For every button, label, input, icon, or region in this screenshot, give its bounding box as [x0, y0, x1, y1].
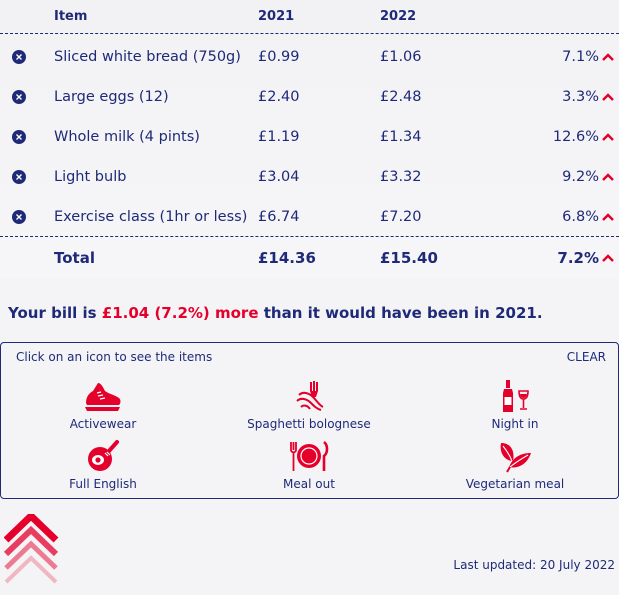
- plate-cutlery-icon: [290, 440, 329, 471]
- price-2022: £7.20: [380, 208, 422, 225]
- remove-item-icon[interactable]: [12, 130, 26, 144]
- price-2021: £0.99: [258, 49, 300, 65]
- bill-summary: Your bill is £1.04 (7.2%) more than it w…: [8, 304, 543, 322]
- option-activewear[interactable]: Activewear: [23, 379, 183, 431]
- header-2021: 2021: [258, 9, 295, 24]
- item-name: Exercise class (1hr or less): [54, 208, 248, 225]
- remove-item-icon[interactable]: [12, 90, 26, 104]
- increase-arrow-icon: [602, 254, 614, 262]
- table-row: Whole milk (4 pints) £1.19 £1.34 12.6%: [0, 117, 619, 157]
- price-2021: £2.40: [258, 89, 300, 105]
- item-name: Whole milk (4 pints): [54, 129, 200, 145]
- total-row: Total £14.36 £15.40 7.2%: [0, 237, 619, 279]
- spaghetti-fork-icon: [296, 381, 324, 411]
- basket-picker-panel: Click on an icon to see the items CLEAR …: [0, 342, 619, 499]
- total-label: Total: [54, 249, 95, 267]
- option-label: Spaghetti bolognese: [247, 417, 371, 431]
- table-header: Item 2021 2022: [0, 0, 619, 34]
- increase-arrow-icon: [602, 93, 614, 101]
- last-updated: Last updated: 20 July 2022: [453, 558, 615, 572]
- increase-arrow-icon: [602, 53, 614, 61]
- bill-amount: £1.04 (7.2%) more: [101, 304, 259, 322]
- item-name: Light bulb: [54, 169, 127, 185]
- price-2021: £3.04: [258, 169, 300, 185]
- item-name: Large eggs (12): [54, 89, 169, 105]
- total-2021: £14.36: [258, 249, 316, 267]
- increase-arrow-icon: [602, 173, 614, 181]
- trainer-icon: [85, 383, 121, 411]
- option-label: Night in: [491, 417, 539, 431]
- item-name: Sliced white bread (750g): [54, 49, 241, 65]
- table-row: Large eggs (12) £2.40 £2.48 3.3%: [0, 77, 619, 117]
- option-meal-out[interactable]: Meal out: [229, 439, 389, 491]
- wine-bottle-glass-icon: [503, 380, 529, 412]
- change-percent: 7.1%: [562, 49, 599, 65]
- rising-chevrons-logo: [4, 514, 59, 584]
- price-2022: £1.06: [380, 49, 422, 65]
- change-percent: 12.6%: [552, 129, 599, 145]
- option-label: Activewear: [69, 417, 137, 431]
- table-row: Sliced white bread (750g) £0.99 £1.06 7.…: [0, 37, 619, 77]
- header-item: Item: [54, 9, 88, 24]
- option-vegetarian-meal[interactable]: Vegetarian meal: [435, 439, 595, 491]
- change-percent: 3.3%: [562, 89, 599, 105]
- option-label: Vegetarian meal: [465, 477, 565, 491]
- clear-button[interactable]: CLEAR: [566, 350, 606, 364]
- option-label: Full English: [69, 477, 137, 491]
- price-2021: £6.74: [258, 208, 300, 225]
- table-row: Light bulb £3.04 £3.32 9.2%: [0, 157, 619, 197]
- header-2022: 2022: [380, 9, 417, 24]
- remove-item-icon[interactable]: [12, 50, 26, 64]
- bill-suffix: than it would have been in 2021.: [263, 304, 543, 322]
- option-full-english[interactable]: Full English: [23, 439, 183, 491]
- table-row: Exercise class (1hr or less) £6.74 £7.20…: [0, 197, 619, 237]
- frying-pan-egg-icon: [88, 440, 119, 471]
- price-2022: £1.34: [380, 129, 422, 145]
- total-change-percent: 7.2%: [557, 249, 599, 267]
- price-2021: £1.19: [258, 129, 300, 145]
- option-night-in[interactable]: Night in: [435, 379, 595, 431]
- change-percent: 9.2%: [562, 169, 599, 185]
- bill-prefix: Your bill is: [8, 304, 97, 322]
- option-label: Meal out: [283, 477, 335, 491]
- panel-hint: Click on an icon to see the items: [16, 350, 213, 364]
- price-2022: £3.32: [380, 169, 422, 185]
- price-table: Item 2021 2022 Sliced white bread (750g)…: [0, 0, 619, 279]
- option-spaghetti-bolognese[interactable]: Spaghetti bolognese: [229, 379, 389, 431]
- increase-arrow-icon: [602, 212, 614, 221]
- remove-item-icon[interactable]: [12, 170, 26, 184]
- total-2022: £15.40: [380, 249, 438, 267]
- remove-item-icon[interactable]: [12, 209, 26, 224]
- leaves-icon: [500, 443, 531, 473]
- change-percent: 6.8%: [562, 208, 599, 225]
- price-2022: £2.48: [380, 89, 422, 105]
- increase-arrow-icon: [602, 133, 614, 141]
